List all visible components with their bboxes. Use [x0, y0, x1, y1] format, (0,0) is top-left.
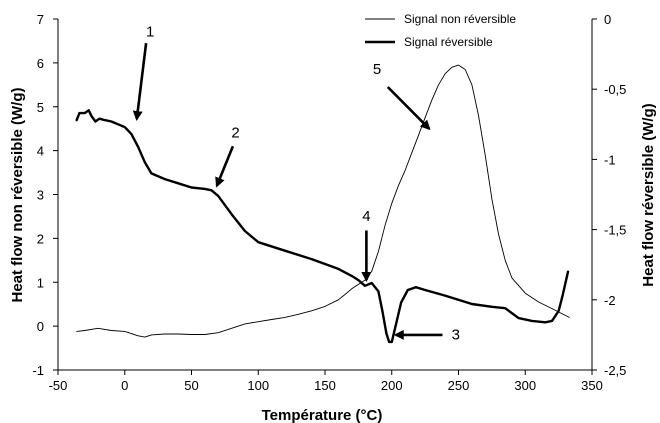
annotation-arrow-1 [132, 42, 148, 122]
annotation-label-4: 4 [362, 208, 370, 225]
y-left-tick-label: 5 [37, 100, 44, 115]
y-left-tick-label: 1 [37, 275, 44, 290]
annotation-label-5: 5 [373, 61, 381, 78]
series-layer [75, 64, 570, 344]
y-right-tick-label: -1 [604, 152, 616, 167]
y-right-axis-title: Heat flow réversible (W/g) [640, 103, 657, 286]
x-tick-label: 50 [184, 378, 198, 393]
y-left-axis-title: Heat flow non réversible (W/g) [9, 87, 26, 302]
legend-label-reversible: Signal réversible [404, 35, 493, 49]
y-left-tick-label: 4 [37, 144, 44, 159]
y-left-tick-label: 3 [37, 188, 44, 203]
x-axis-title: Température (°C) [262, 407, 383, 423]
axes [53, 18, 597, 375]
annotation-arrow-5 [386, 86, 431, 131]
annotation-arrow-2 [215, 145, 235, 188]
legend-label-non-reversible: Signal non réversible [404, 12, 516, 26]
x-tick-label: 0 [121, 378, 128, 393]
x-tick-label: 150 [314, 378, 336, 393]
x-tick-label: 200 [381, 378, 403, 393]
y-left-tick-label: 2 [37, 231, 44, 246]
y-left-tick-label: 7 [37, 12, 44, 27]
x-tick-label: 350 [581, 378, 603, 393]
y-right-tick-label: -1,5 [604, 223, 626, 238]
y-right-tick-label: -0,5 [604, 82, 626, 97]
y-left-tick-label: -1 [32, 363, 44, 378]
annotation-label-3: 3 [452, 326, 460, 343]
y-right-tick-label: 0 [604, 12, 611, 27]
y-right-tick-label: -2 [604, 293, 616, 308]
series-line-non-reversible [76, 64, 570, 338]
tick-labels: -50 0 50 100 150 200 250 300 350 -1 0 1 2 3 4 5 6 7 0 -0,5 -… [32, 12, 626, 393]
y-left-tick-label: 6 [37, 56, 44, 71]
annotation-label-1: 1 [146, 24, 154, 41]
x-tick-label: 300 [514, 378, 536, 393]
x-tick-label: 100 [247, 378, 269, 393]
y-right-tick-label: -2,5 [604, 363, 626, 378]
y-left-tick-label: 0 [37, 319, 44, 334]
series-line-reversible [75, 109, 570, 344]
legend: Signal non réversible Signal réversible [365, 12, 516, 49]
x-tick-label: 250 [448, 378, 470, 393]
annotation-label-2: 2 [231, 124, 239, 141]
x-tick-label: -50 [49, 378, 68, 393]
annotations: 1 2 3 4 5 [132, 24, 460, 343]
